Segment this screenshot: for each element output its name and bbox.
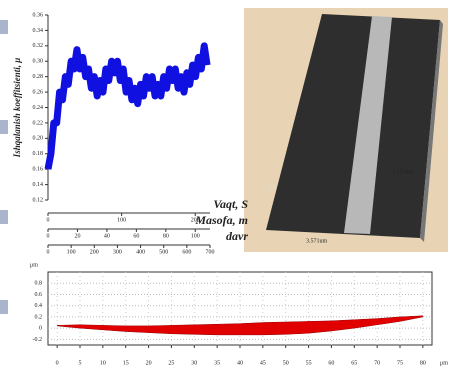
x-tick-label: 400 — [136, 249, 145, 255]
x-tick-label: 45 — [260, 360, 266, 366]
x-tick-label: 0 — [47, 233, 50, 239]
x-tick-label: 0 — [47, 217, 50, 223]
y-tick-label: 0.20 — [33, 136, 44, 142]
x-tick-label: 50 — [283, 360, 289, 366]
y-tick-label: 0.22 — [33, 120, 44, 126]
x-tick-label: 200 — [191, 217, 200, 223]
y-tick-label: 0.36 — [33, 12, 44, 18]
afm-track — [344, 16, 392, 234]
x-axis-label: davr — [226, 229, 248, 243]
x-tick-label: 65 — [351, 360, 357, 366]
x-tick-label: 0 — [47, 249, 50, 255]
afm-surface — [266, 14, 440, 238]
afm-label: 3.571um — [392, 169, 414, 175]
x-tick-label: 20 — [74, 233, 80, 239]
x-tick-label: 30 — [191, 360, 197, 366]
y-tick-label: 0.30 — [33, 59, 44, 65]
x-tick-label: 60 — [133, 233, 139, 239]
y-tick-label: 0.28 — [33, 74, 44, 80]
x-tick-label: 100 — [191, 233, 200, 239]
decor — [0, 210, 8, 224]
afm-edge — [420, 20, 443, 242]
x-tick-label: 80 — [163, 233, 169, 239]
x-axis-label: Vaqt, S — [213, 197, 248, 211]
x-tick-label: 75 — [397, 360, 403, 366]
x-tick-label: 300 — [113, 249, 122, 255]
x-tick-label: 35 — [214, 360, 220, 366]
x-tick-label: 200 — [90, 249, 99, 255]
y-tick-label: 0.16 — [33, 167, 44, 173]
x-tick-label: 40 — [104, 233, 110, 239]
x-tick-label: 600 — [182, 249, 191, 255]
y-tick-label: 0.18 — [33, 151, 44, 157]
x-tick-label: 20 — [146, 360, 152, 366]
x-tick-label: 0 — [56, 360, 59, 366]
x-tick-label: 60 — [328, 360, 334, 366]
x-tick-label: 15 — [123, 360, 129, 366]
x-tick-label: 10 — [100, 360, 106, 366]
y-tick-label: 0.2 — [35, 314, 43, 320]
y-tick-label: 0.14 — [33, 182, 44, 188]
y-tick-label: 0.24 — [33, 105, 44, 111]
x-tick-label: 100 — [117, 217, 126, 223]
y-tick-label: 0.32 — [33, 43, 44, 49]
x-tick-label: 70 — [374, 360, 380, 366]
y-axis-label: Ishqalanish koeffitsienti, μ — [12, 58, 22, 159]
x-tick-label: 40 — [237, 360, 243, 366]
afm-label: 3.571um — [306, 238, 328, 244]
y-tick-label: 0.6 — [35, 292, 43, 298]
x-tick-label: 55 — [306, 360, 312, 366]
x-tick-label: 25 — [168, 360, 174, 366]
y-tick-label: 0.12 — [33, 197, 44, 203]
profile-area — [56, 315, 424, 336]
decor — [0, 20, 8, 34]
decor — [0, 120, 8, 134]
x-tick-label: 100 — [67, 249, 76, 255]
x-tick-label: 700 — [206, 249, 215, 255]
y-tick-label: 0.8 — [35, 281, 43, 287]
friction-line — [44, 42, 211, 170]
decor — [0, 300, 8, 314]
y-tick-label: 0.34 — [33, 28, 44, 34]
afm-label: 3.0 — [268, 185, 276, 191]
y-tick-label: 0 — [39, 326, 42, 332]
x-unit: μm — [440, 360, 448, 366]
y-unit: μm — [30, 262, 38, 268]
x-axis-label: Masofa, m — [194, 213, 248, 227]
x-tick-label: 500 — [159, 249, 168, 255]
y-tick-label: 0.4 — [35, 303, 43, 309]
x-tick-label: 5 — [79, 360, 82, 366]
x-tick-label: 80 — [420, 360, 426, 366]
y-tick-label: 0.26 — [33, 89, 44, 95]
y-tick-label: -0.2 — [33, 337, 43, 343]
